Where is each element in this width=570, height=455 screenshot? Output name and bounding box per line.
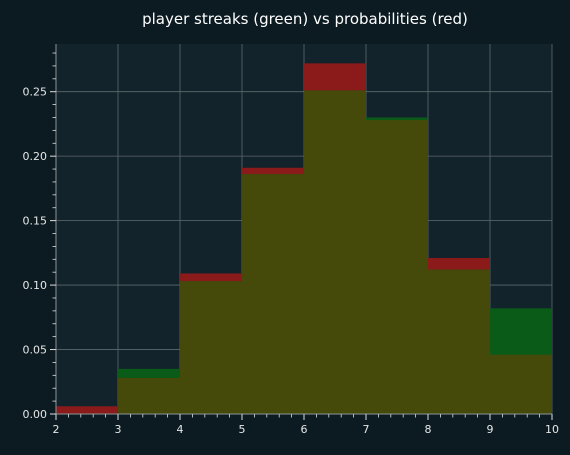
x-tick-label: 9	[487, 423, 494, 436]
x-tick-label: 3	[115, 423, 122, 436]
x-tick-label: 5	[239, 423, 246, 436]
x-tick-label: 8	[425, 423, 432, 436]
x-tick-label: 2	[53, 423, 60, 436]
y-tick-label: 0.25	[23, 86, 48, 99]
overlap-bar	[118, 377, 180, 414]
overlap-bars	[118, 90, 552, 415]
x-axis-ticks: 2 3 4 5 6 7 8 9 10	[53, 414, 559, 436]
overlap-bar	[366, 120, 428, 415]
overlap-bar	[180, 281, 242, 414]
overlap-bar	[242, 174, 304, 414]
chart-title: player streaks (green) vs probabilities …	[142, 10, 468, 28]
y-tick-label: 0.15	[23, 215, 48, 228]
y-tick-label: 0.20	[23, 150, 48, 163]
y-axis-ticks: 0.00 0.05 0.10 0.15 0.20 0.25	[23, 52, 56, 421]
y-tick-label: 0.05	[23, 344, 48, 357]
y-tick-label: 0.00	[23, 408, 48, 421]
x-tick-label: 6	[301, 423, 308, 436]
overlap-bar	[304, 90, 366, 415]
overlap-bar	[428, 269, 490, 414]
x-tick-label: 4	[177, 423, 184, 436]
x-tick-label: 7	[363, 423, 370, 436]
x-tick-label: 10	[545, 423, 559, 436]
y-tick-label: 0.10	[23, 279, 48, 292]
overlap-bar	[490, 354, 552, 414]
probability-bar	[56, 406, 118, 414]
